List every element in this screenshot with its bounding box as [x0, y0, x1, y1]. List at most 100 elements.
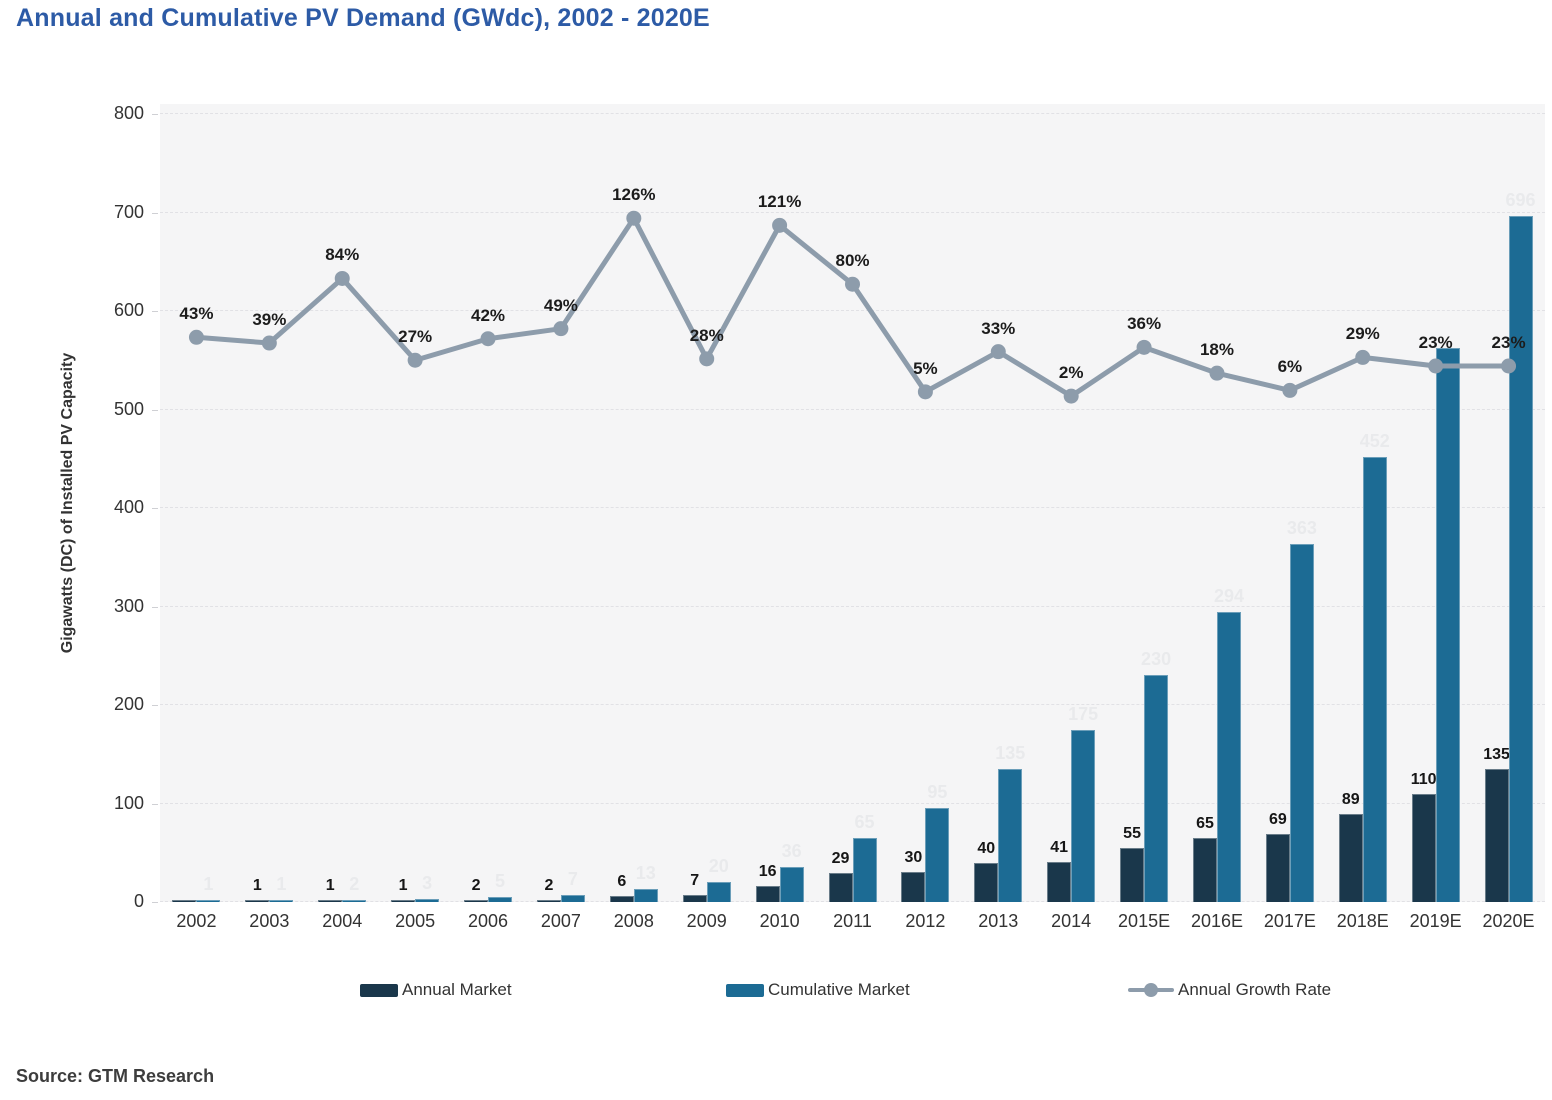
annual-market-bar[interactable]: [1120, 847, 1145, 902]
cumulative-value-label: 65: [854, 811, 875, 832]
annual-value-label: 1: [252, 877, 262, 894]
growth-line-marker[interactable]: [699, 351, 715, 367]
annual-market-bar[interactable]: [901, 872, 926, 902]
cumulative-market-bar[interactable]: [560, 895, 585, 902]
annual-market-bar[interactable]: [1411, 793, 1436, 902]
growth-line-marker[interactable]: [1209, 365, 1225, 381]
growth-rate-label: 33%: [981, 318, 1016, 338]
x-tick-label: 2015E: [1118, 911, 1171, 931]
cumulative-market-bar[interactable]: [1508, 216, 1533, 902]
growth-line-marker[interactable]: [1063, 388, 1079, 404]
growth-line-marker[interactable]: [1136, 339, 1152, 355]
cumulative-market-bar[interactable]: [342, 900, 367, 902]
x-tick-label: 2005: [395, 911, 436, 931]
cumulative-value-label: 230: [1141, 649, 1172, 670]
annual-market-bar[interactable]: [828, 873, 853, 902]
annual-market-bar[interactable]: [245, 900, 270, 902]
growth-rate-label: 29%: [1345, 324, 1380, 344]
cumulative-market-swatch: [726, 983, 764, 997]
y-tick-label: 500: [113, 398, 144, 419]
annual-market-bar[interactable]: [682, 895, 707, 902]
cumulative-market-bar[interactable]: [1216, 612, 1241, 902]
y-tick-mark: [152, 705, 158, 706]
gridline: [160, 211, 1545, 213]
growth-line-marker[interactable]: [480, 331, 496, 347]
y-tick-label: 200: [113, 694, 144, 714]
legend-item-growth-rate[interactable]: Annual Growth Rate: [1128, 980, 1331, 1000]
legend-item-annual-market[interactable]: Annual Market: [360, 980, 512, 1000]
cumulative-value-label: 95: [927, 782, 948, 803]
annual-market-bar[interactable]: [974, 862, 999, 902]
growth-line-marker[interactable]: [626, 210, 642, 226]
legend-label-growth-rate: Annual Growth Rate: [1178, 980, 1332, 999]
annual-market-bar[interactable]: [536, 900, 561, 902]
cumulative-market-bar[interactable]: [852, 837, 877, 902]
x-tick-label: 2011: [833, 911, 872, 931]
legend-item-cumulative-market[interactable]: Cumulative Market: [726, 980, 910, 1000]
x-tick-label: 2016E: [1190, 911, 1243, 931]
growth-line-marker[interactable]: [553, 321, 569, 337]
growth-rate-label: 36%: [1127, 314, 1162, 334]
growth-line-marker[interactable]: [188, 329, 204, 345]
annual-market-bar[interactable]: [172, 900, 197, 902]
cumulative-market-bar[interactable]: [196, 900, 221, 902]
annual-value-label: 6: [617, 873, 627, 891]
cumulative-market-bar[interactable]: [633, 889, 658, 902]
cumulative-market-bar[interactable]: [998, 769, 1023, 902]
growth-line-legend-icon: [1128, 983, 1174, 997]
growth-line-marker[interactable]: [1428, 358, 1444, 374]
growth-line-marker[interactable]: [845, 276, 860, 292]
growth-line-marker[interactable]: [772, 217, 788, 233]
annual-value-label: 69: [1268, 811, 1287, 829]
cumulative-market-bar[interactable]: [1144, 675, 1169, 902]
annual-market-bar[interactable]: [1192, 837, 1217, 902]
cumulative-value-label: 452: [1359, 430, 1390, 451]
growth-line-marker[interactable]: [1282, 382, 1298, 398]
cumulative-value-label: 20: [708, 856, 729, 877]
annual-value-label: 41: [1050, 838, 1069, 856]
cumulative-market-bar[interactable]: [269, 900, 294, 902]
cumulative-market-bar[interactable]: [1362, 456, 1387, 902]
plot-area: 1 1 1 1 2 1 3 2 5 2 7 6 13 7 20 16 36 29 65 30 95 40 135 41 175 5…: [160, 104, 1545, 902]
cumulative-market-bar[interactable]: [925, 808, 950, 902]
growth-rate-label: 126%: [612, 185, 656, 205]
growth-line-marker[interactable]: [261, 335, 277, 351]
annual-market-swatch: [360, 983, 398, 997]
growth-rate-label: 80%: [835, 251, 870, 271]
annual-market-bar[interactable]: [609, 896, 634, 902]
growth-rate-label: 43%: [179, 304, 214, 324]
cumulative-market-bar[interactable]: [706, 882, 731, 902]
x-tick-label: 2014: [1051, 911, 1092, 931]
annual-market-bar[interactable]: [1338, 814, 1363, 902]
annual-market-bar[interactable]: [1484, 769, 1509, 902]
x-axis: 2002 2003 2004 2005 2006 2007 2008 2009 2010 2011…: [160, 911, 1545, 941]
growth-line-marker[interactable]: [407, 352, 423, 368]
annual-value-label: 30: [904, 849, 923, 867]
x-tick-label: 2009: [686, 911, 727, 931]
annual-market-bar[interactable]: [1265, 834, 1290, 902]
cumulative-market-bar[interactable]: [415, 899, 440, 902]
growth-rate-label: 121%: [757, 192, 802, 212]
growth-line-marker[interactable]: [990, 344, 1006, 360]
annual-market-bar[interactable]: [391, 900, 416, 902]
cumulative-market-bar[interactable]: [488, 897, 513, 902]
gridline: [160, 605, 1545, 607]
annual-value-label: 55: [1123, 824, 1141, 842]
annual-market-bar[interactable]: [755, 886, 780, 902]
cumulative-market-bar[interactable]: [779, 866, 804, 902]
growth-line-marker[interactable]: [1501, 358, 1517, 374]
growth-line-marker[interactable]: [334, 270, 350, 286]
annual-market-bar[interactable]: [318, 900, 343, 902]
annual-market-bar[interactable]: [464, 900, 489, 902]
cumulative-market-bar[interactable]: [1289, 544, 1314, 902]
cumulative-market-bar[interactable]: [1071, 729, 1096, 902]
growth-line-path: [196, 215, 1509, 399]
growth-line-marker[interactable]: [917, 384, 933, 400]
growth-rate-label: 42%: [471, 305, 506, 325]
y-tick-label: 300: [113, 595, 144, 616]
annual-market-bar[interactable]: [1047, 861, 1072, 902]
cumulative-market-bar[interactable]: [1435, 348, 1460, 902]
growth-line-marker[interactable]: [1355, 349, 1371, 365]
annual-value-label: 135: [1483, 746, 1510, 764]
